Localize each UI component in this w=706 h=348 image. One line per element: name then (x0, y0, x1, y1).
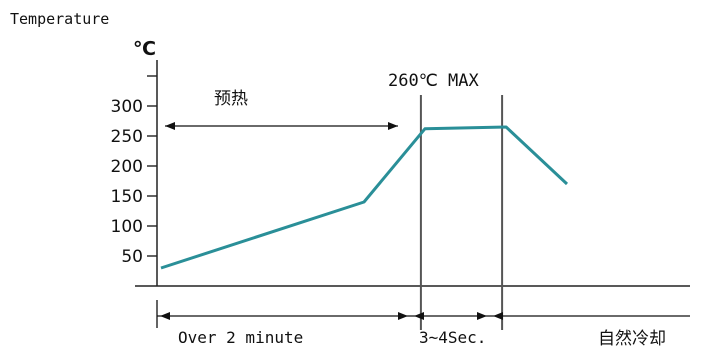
duration-bar (156, 300, 690, 328)
y-axis-unit: ℃ (133, 38, 156, 60)
dwell-duration-label: 3~4Sec. (419, 328, 486, 347)
y-axis-ticks: 50 100 150 200 250 300 (111, 75, 157, 267)
y-tick-label: 200 (111, 157, 143, 177)
temperature-profile-line (160, 125, 569, 270)
over-duration-label: Over 2 minute (178, 328, 303, 347)
y-tick-label: 150 (111, 187, 143, 207)
phase-markers (419, 95, 504, 330)
y-tick-label: 250 (111, 127, 143, 147)
y-tick-label: 50 (121, 247, 143, 267)
y-axis-title: Temperature (10, 10, 109, 28)
preheat-label: 预热 (214, 89, 248, 109)
y-tick-label: 300 (111, 97, 143, 117)
preheat-span-arrow (165, 122, 398, 130)
cooling-label: 自然冷却 (598, 329, 666, 348)
y-tick-label: 100 (111, 217, 143, 237)
peak-label: 260℃ MAX (388, 71, 480, 91)
